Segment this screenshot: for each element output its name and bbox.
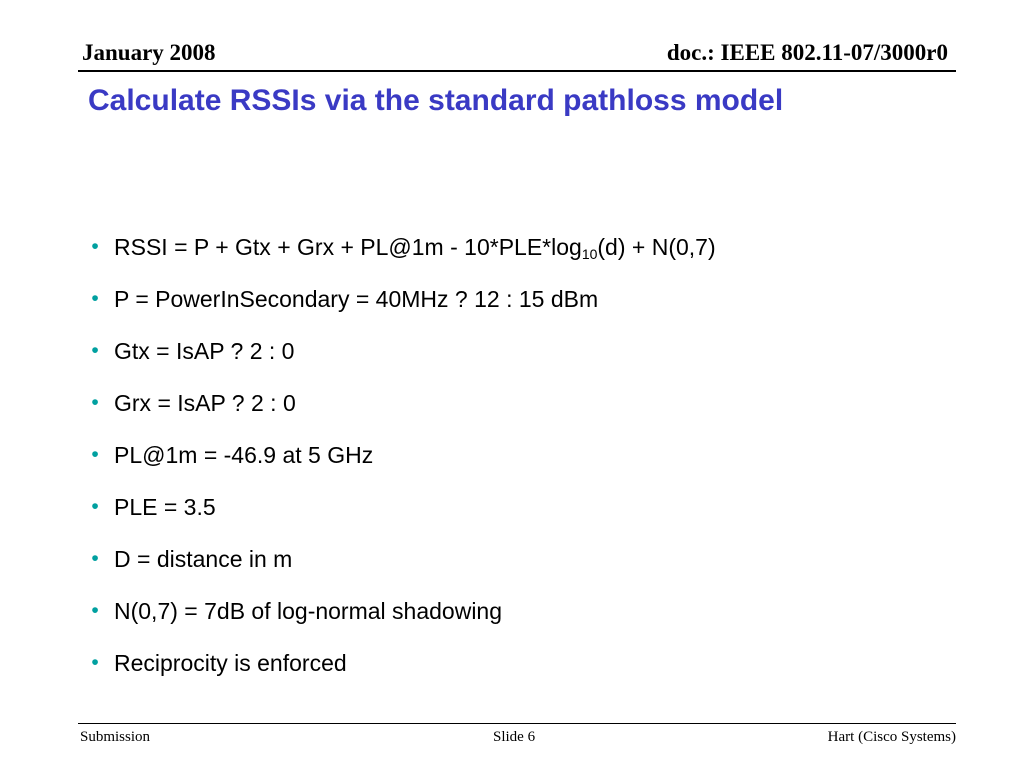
header-doc-id: doc.: IEEE 802.11-07/3000r0: [666, 40, 948, 65]
bullet-text: RSSI = P + Gtx + Grx + PL@1m - 10*PLE*lo…: [114, 229, 716, 265]
bullet-text: Grx = IsAP ? 2 : 0: [114, 390, 296, 416]
bullet-text: N(0,7) = 7dB of log-normal shadowing: [114, 598, 503, 624]
bullet-marker: •: [91, 391, 99, 414]
bullet-marker: •: [91, 339, 99, 362]
bullet-text-main: RSSI = P + Gtx + Grx + PL@1m - 10*PLE*lo…: [114, 234, 582, 260]
footer-divider: [78, 723, 956, 724]
bullet-marker: •: [91, 235, 99, 258]
bullet-marker: •: [91, 287, 99, 310]
header-date: January 2008: [82, 40, 216, 65]
bullet-marker: •: [91, 547, 99, 570]
bullet-text: Gtx = IsAP ? 2 : 0: [114, 338, 295, 364]
bullet-marker: •: [91, 443, 99, 466]
slide-title: Calculate RSSIs via the standard pathlos…: [88, 84, 784, 117]
bullet-text: PL@1m = -46.9 at 5 GHz: [114, 442, 374, 468]
footer-author: Hart (Cisco Systems): [827, 729, 956, 745]
bullet-text: PLE = 3.5: [114, 494, 216, 520]
footer-slide-number: Slide 6: [493, 729, 536, 745]
bullet-text: Reciprocity is enforced: [114, 650, 347, 676]
bullet-text: P = PowerInSecondary = 40MHz ? 12 : 15 d…: [114, 286, 599, 312]
bullet-text: D = distance in m: [114, 546, 293, 572]
header-divider: [78, 70, 956, 72]
bullet-subscript: 10: [581, 246, 598, 262]
footer-submission: Submission: [80, 729, 151, 745]
bullet-marker: •: [91, 651, 99, 674]
bullet-marker: •: [91, 599, 99, 622]
bullet-text-tail: (d) + N(0,7): [597, 234, 716, 260]
bullet-marker: •: [91, 495, 99, 518]
